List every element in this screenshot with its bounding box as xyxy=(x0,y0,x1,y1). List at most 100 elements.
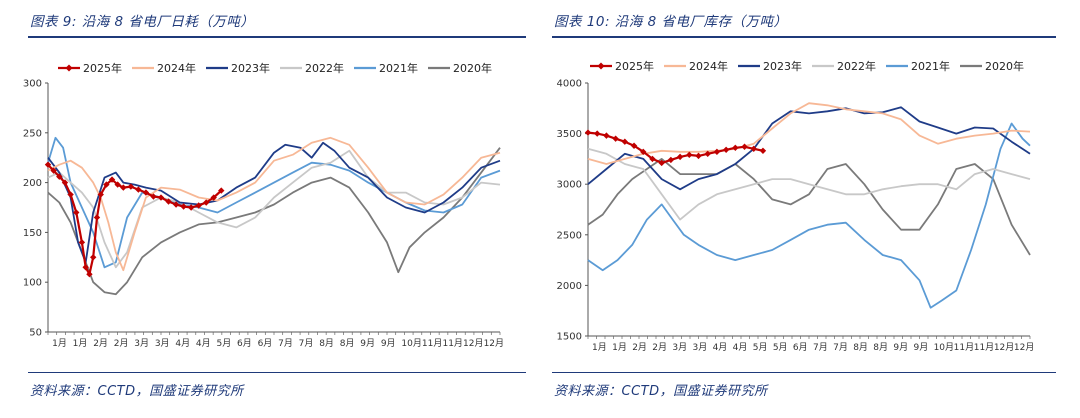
x-tick-label: 12月 xyxy=(994,342,1014,353)
data-point xyxy=(584,129,592,136)
data-point xyxy=(713,148,721,156)
data-point xyxy=(50,167,57,174)
x-tick-label: 2月 xyxy=(93,338,108,349)
data-point xyxy=(640,148,647,156)
legend-label: 2023年 xyxy=(231,61,270,75)
data-point xyxy=(108,176,116,183)
x-tick-label: 10月 xyxy=(401,338,421,349)
series-line-2022年 xyxy=(587,147,1031,221)
legend-item: 2020年 xyxy=(960,59,1024,73)
y-tick-label: 250 xyxy=(23,128,42,139)
y-tick-label: 100 xyxy=(23,278,42,289)
x-tick-label: 11月 xyxy=(442,338,462,349)
x-tick-label: 5月 xyxy=(773,342,788,353)
y-tick-label: 1500 xyxy=(557,332,582,343)
data-point xyxy=(203,199,210,206)
legend-label: 2025年 xyxy=(615,59,654,73)
x-tick-label: 2月 xyxy=(114,338,129,349)
x-tick-label: 11月 xyxy=(954,342,974,353)
legend-label: 2022年 xyxy=(837,59,876,73)
data-point xyxy=(612,135,619,142)
line-chart-inventory: 1500 2000 2500 3000 3500 4000 1月 1月 2月 2月 3月 3月 4月 4月… xyxy=(557,59,1035,353)
legend-item: 2024年 xyxy=(132,61,196,75)
chart-panel-inventory: 图表 10: 沿海 8 省电厂库存（万吨） 1500 2000 2500 3000 35… xyxy=(552,0,1056,418)
data-point xyxy=(621,138,629,145)
x-tick-label: 6月 xyxy=(237,338,252,349)
data-point xyxy=(667,156,675,164)
data-point xyxy=(195,202,202,209)
data-point xyxy=(103,181,110,188)
chart-source: 资料来源：CCTD，国盛证券研究所 xyxy=(554,384,768,399)
data-point xyxy=(90,254,97,261)
x-tick-label: 4月 xyxy=(196,338,211,349)
x-tick-label: 12月 xyxy=(463,338,483,349)
x-tick-label: 11月 xyxy=(422,338,442,349)
y-tick-label: 4000 xyxy=(557,79,582,90)
data-point xyxy=(676,153,684,161)
x-tick-label: 5月 xyxy=(753,342,768,353)
data-point xyxy=(695,152,702,160)
data-point xyxy=(44,161,52,168)
y-tick-label: 150 xyxy=(23,228,42,239)
x-tick-label: 7月 xyxy=(813,342,828,353)
x-tick-label: 12月 xyxy=(484,338,504,349)
y-tick-label: 3000 xyxy=(557,180,582,191)
data-point xyxy=(603,132,610,139)
x-tick-label: 9月 xyxy=(360,338,375,349)
chart-panel-daily-consumption: 图表 9: 沿海 8 省电厂日耗（万吨） 50 100 150 200 250 300 1月… xyxy=(23,0,526,418)
x-tick-label: 7月 xyxy=(278,338,293,349)
data-point xyxy=(218,187,225,194)
data-point xyxy=(93,214,101,221)
data-point xyxy=(594,130,601,137)
data-point xyxy=(759,147,767,155)
y-tick-label: 300 xyxy=(23,79,42,90)
data-point xyxy=(722,146,730,153)
x-tick-label: 8月 xyxy=(873,342,888,353)
legend-label: 2021年 xyxy=(379,61,418,75)
data-point xyxy=(61,179,69,186)
legend-item: 2023年 xyxy=(206,61,270,75)
x-tick-label: 10月 xyxy=(934,342,954,353)
data-point xyxy=(97,191,104,198)
legend-label: 2022年 xyxy=(305,61,344,75)
x-tick-label: 11月 xyxy=(974,342,994,353)
data-point xyxy=(86,271,93,278)
chart-title: 图表 10: 沿海 8 省电厂库存（万吨） xyxy=(554,14,788,30)
legend-marker xyxy=(65,64,73,72)
series-line-2021年 xyxy=(587,122,1031,309)
data-point xyxy=(56,173,63,180)
data-point xyxy=(150,193,157,200)
legend-item: 2022年 xyxy=(812,59,876,73)
legend-label: 2024年 xyxy=(157,61,196,75)
x-tick-label: 1月 xyxy=(612,342,627,353)
data-point xyxy=(210,194,217,201)
data-point xyxy=(120,184,127,191)
chart-title: 图表 9: 沿海 8 省电厂日耗（万吨） xyxy=(30,14,255,30)
data-point xyxy=(127,183,135,190)
x-tick-label: 7月 xyxy=(833,342,848,353)
legend-label: 2020年 xyxy=(985,59,1024,73)
x-tick-label: 3月 xyxy=(672,342,687,353)
source-rule xyxy=(552,372,1056,373)
x-tick-label: 1月 xyxy=(592,342,607,353)
legend-item: 2021年 xyxy=(886,59,950,73)
data-point xyxy=(142,189,150,196)
legend-item: 2024年 xyxy=(664,59,728,73)
legend-item: 2022年 xyxy=(280,61,344,75)
data-point xyxy=(165,198,172,205)
data-point xyxy=(180,203,187,210)
x-tick-label: 5月 xyxy=(216,338,231,349)
data-point xyxy=(82,264,89,271)
legend-label: 2023年 xyxy=(763,59,802,73)
data-point xyxy=(741,143,748,150)
data-point xyxy=(73,209,80,216)
data-point xyxy=(114,181,121,188)
y-tick-label: 50 xyxy=(29,328,42,339)
series-line-2022年 xyxy=(47,149,501,269)
series-line-2023年 xyxy=(587,106,1031,191)
data-point xyxy=(750,145,757,152)
data-point xyxy=(67,191,74,198)
x-tick-label: 8月 xyxy=(319,338,334,349)
x-tick-label: 7月 xyxy=(299,338,314,349)
x-tick-label: 9月 xyxy=(893,342,908,353)
